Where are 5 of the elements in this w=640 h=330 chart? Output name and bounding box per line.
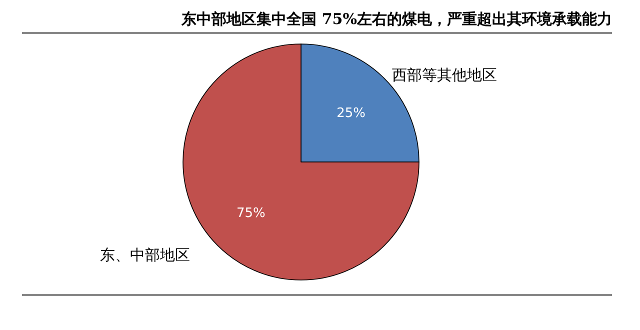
slice-label: 东、中部地区	[100, 246, 190, 264]
chart-title: 东中部地区集中全国 75%左右的煤电，严重超出其环境承载能力	[180, 10, 612, 28]
data-label: 25%	[336, 106, 366, 121]
slice-label: 西部等其他地区	[392, 66, 497, 84]
data-label: 75%	[236, 206, 266, 222]
